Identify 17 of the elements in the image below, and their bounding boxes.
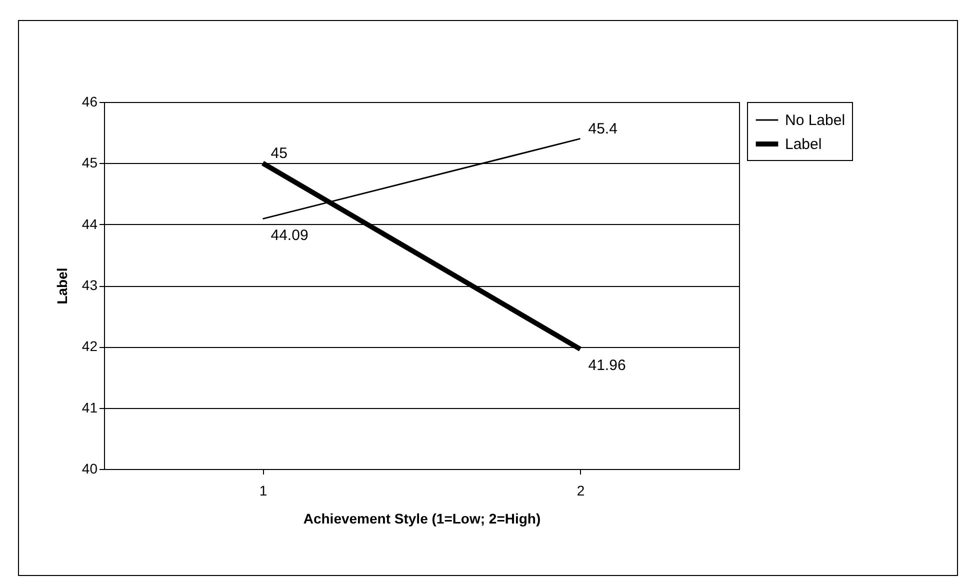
data-label: 41.96 xyxy=(588,357,626,374)
x-tick-label: 2 xyxy=(576,482,585,498)
data-label: 45.4 xyxy=(588,120,618,138)
data-label: 45 xyxy=(270,145,288,162)
y-tick-label: 40 xyxy=(82,460,98,476)
x-tick-label: 1 xyxy=(259,482,268,498)
y-tick-label: 42 xyxy=(82,338,98,354)
x-axis-title: Achievement Style (1=Low; 2=High) xyxy=(303,510,541,526)
y-tick-label: 46 xyxy=(82,94,98,110)
y-tick-label: 44 xyxy=(82,216,98,232)
y-tick-label: 43 xyxy=(82,277,98,293)
legend-label: Label xyxy=(785,136,822,153)
data-label: 44.09 xyxy=(270,226,308,244)
legend-label: No Label xyxy=(785,112,846,129)
y-axis-title: Label xyxy=(54,268,70,304)
y-tick-label: 45 xyxy=(82,154,98,171)
y-tick-label: 41 xyxy=(82,399,98,416)
